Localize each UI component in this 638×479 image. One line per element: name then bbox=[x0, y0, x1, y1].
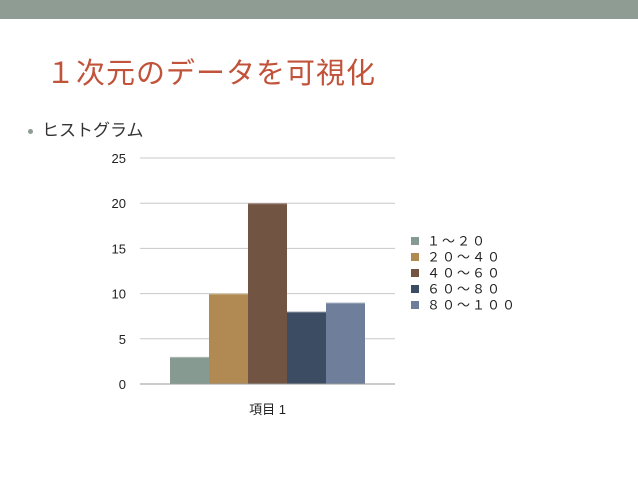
y-tick-label: 5 bbox=[119, 332, 126, 347]
legend-label: １〜２０ bbox=[427, 235, 487, 250]
y-tick-label: 0 bbox=[119, 377, 126, 392]
y-tick-label: 10 bbox=[112, 287, 126, 302]
bullet-dot-icon bbox=[28, 128, 33, 134]
legend-label: ４０〜６０ bbox=[427, 267, 502, 282]
top-bar bbox=[0, 0, 638, 19]
y-tick-label: 20 bbox=[112, 196, 126, 211]
legend-swatch bbox=[411, 301, 419, 309]
bar bbox=[248, 203, 287, 384]
legend-swatch bbox=[411, 253, 419, 261]
legend-swatch bbox=[411, 285, 419, 293]
legend-label: ８０〜１００ bbox=[427, 299, 517, 314]
bar bbox=[170, 356, 209, 384]
y-tick-label: 15 bbox=[112, 241, 126, 256]
legend-swatch bbox=[411, 269, 419, 277]
legend-label: ６０〜８０ bbox=[427, 283, 502, 298]
bar bbox=[209, 293, 248, 384]
bar bbox=[326, 302, 365, 384]
bullet-text: ヒストグラム bbox=[42, 121, 144, 141]
chart-bars bbox=[170, 203, 365, 384]
y-axis-tick-labels: 0 5 10 15 20 25 bbox=[112, 151, 126, 392]
bullet-item: ヒストグラム bbox=[28, 116, 144, 141]
x-category-label: 項目 1 bbox=[249, 402, 286, 417]
bar bbox=[287, 311, 326, 384]
legend-label: ２０〜４０ bbox=[427, 251, 502, 266]
y-tick-label: 25 bbox=[112, 151, 126, 166]
legend-swatch bbox=[411, 237, 419, 245]
slide-title: １次元のデータを可視化 bbox=[46, 56, 377, 90]
